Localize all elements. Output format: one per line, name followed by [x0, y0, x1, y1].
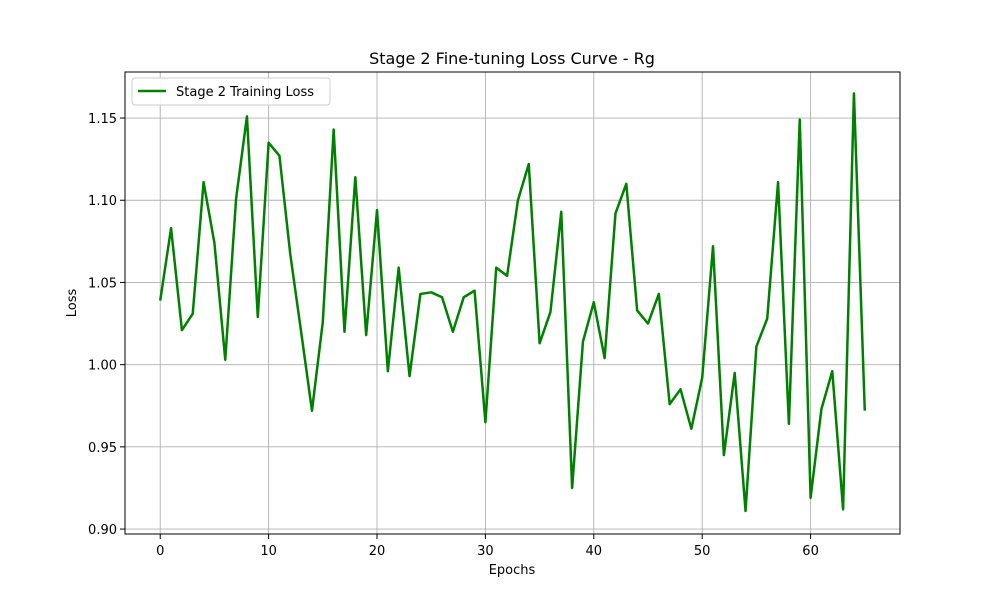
- legend: Stage 2 Training Loss: [131, 77, 331, 106]
- x-tick-label: 0: [156, 544, 164, 559]
- y-tick-label: 0.95: [88, 441, 117, 456]
- y-tick-label: 1.05: [88, 276, 117, 291]
- y-axis-label: Loss: [65, 289, 80, 318]
- series-layer: [158, 92, 867, 513]
- x-tick-label: 30: [477, 544, 494, 559]
- series-line-training-loss: [158, 92, 867, 513]
- y-tick-label: 1.10: [88, 194, 117, 209]
- x-axis-label: Epochs: [489, 563, 536, 578]
- x-tick-label: 20: [369, 544, 386, 559]
- x-tick-label: 50: [694, 544, 711, 559]
- x-tick-label: 60: [802, 544, 819, 559]
- legend-box: [131, 77, 331, 106]
- legend-label: Stage 2 Training Loss: [176, 85, 314, 100]
- x-axis: 0 10 20 30 40 50 60: [156, 534, 819, 559]
- y-axis: 0.90 0.95 1.00 1.05 1.10 1.15: [88, 112, 125, 538]
- chart-title: Stage 2 Fine-tuning Loss Curve - Rg: [369, 49, 655, 68]
- plot-frame: [124, 71, 901, 535]
- x-tick-label: 10: [260, 544, 277, 559]
- y-tick-label: 1.15: [88, 112, 117, 127]
- y-tick-label: 0.90: [88, 523, 117, 538]
- y-tick-label: 1.00: [88, 359, 117, 374]
- x-tick-label: 40: [586, 544, 603, 559]
